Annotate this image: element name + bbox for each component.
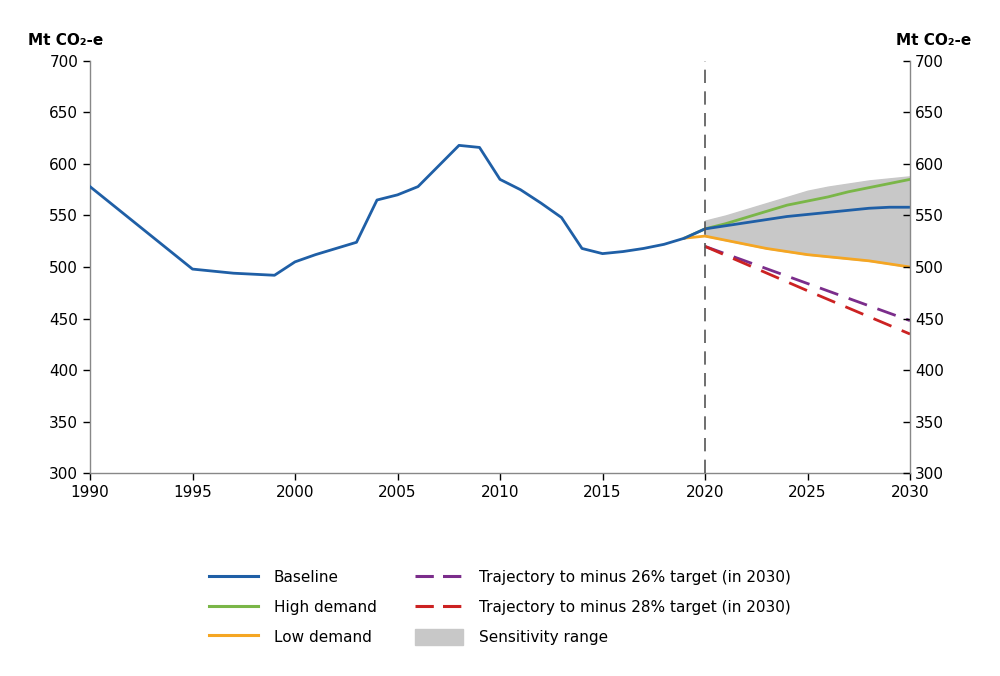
Text: Mt CO₂-e: Mt CO₂-e — [28, 34, 104, 49]
Legend: Baseline, High demand, Low demand, Trajectory to minus 26% target (in 2030), Tra: Baseline, High demand, Low demand, Traje… — [203, 563, 797, 651]
Text: Mt CO₂-e: Mt CO₂-e — [896, 34, 972, 49]
